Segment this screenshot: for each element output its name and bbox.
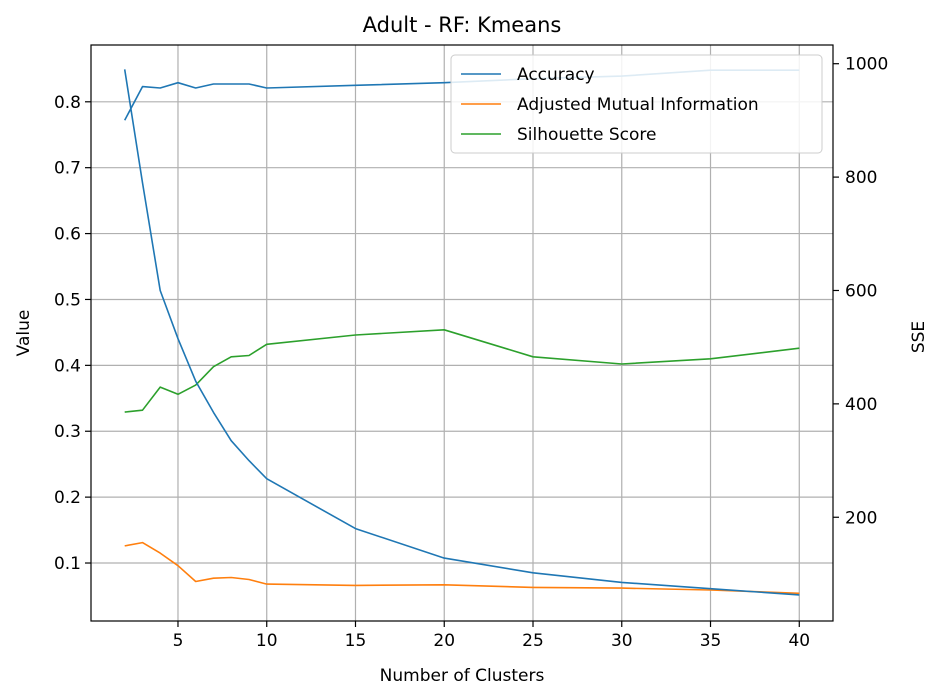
y-tick-label: 0.3 (54, 422, 81, 442)
series-line-sse (123, 69, 800, 596)
series-line-adjusted-mutual-information (124, 541, 800, 595)
y2-axis-label: SSE (909, 321, 929, 353)
x-tick-label: 35 (700, 631, 722, 651)
y2-tick-label: 800 (845, 168, 877, 188)
y2-tick-label: 600 (845, 281, 877, 301)
legend-label: Adjusted Mutual Information (517, 95, 759, 115)
x-tick-label: 25 (522, 631, 544, 651)
y-tick-label: 0.4 (54, 356, 81, 376)
y2-tick-label: 200 (845, 508, 877, 528)
legend-label: Accuracy (517, 65, 595, 85)
axis-ticks: 5 10 15 20 25 30 35 40 0.1 0.2 0.3 0.4 0.5 0.6 0.7 0.8 2… (54, 55, 888, 651)
y-tick-label: 0.5 (54, 290, 81, 310)
y-tick-label: 0.6 (54, 225, 81, 245)
x-tick-label: 15 (345, 631, 367, 651)
legend: Accuracy Adjusted Mutual Information Silho… (450, 54, 823, 154)
y2-tick-label: 400 (845, 395, 877, 415)
y2-tick-label: 1000 (845, 55, 888, 75)
y-tick-label: 0.7 (54, 159, 81, 179)
y-tick-label: 0.1 (54, 554, 81, 574)
y-tick-label: 0.2 (54, 488, 81, 508)
y-axis-label: Value (14, 310, 34, 357)
x-tick-label: 40 (788, 631, 810, 651)
chart-title: Adult - RF: Kmeans (363, 13, 562, 37)
x-tick-label: 5 (173, 631, 184, 651)
y-tick-label: 0.8 (54, 93, 81, 113)
x-tick-label: 20 (433, 631, 455, 651)
x-tick-label: 30 (611, 631, 633, 651)
x-tick-label: 10 (256, 631, 278, 651)
legend-label: Silhouette Score (517, 125, 656, 145)
x-axis-label: Number of Clusters (380, 666, 545, 686)
series-line-silhouette-score (124, 328, 800, 413)
legend-box (450, 54, 823, 154)
plot-frame (90, 44, 834, 622)
